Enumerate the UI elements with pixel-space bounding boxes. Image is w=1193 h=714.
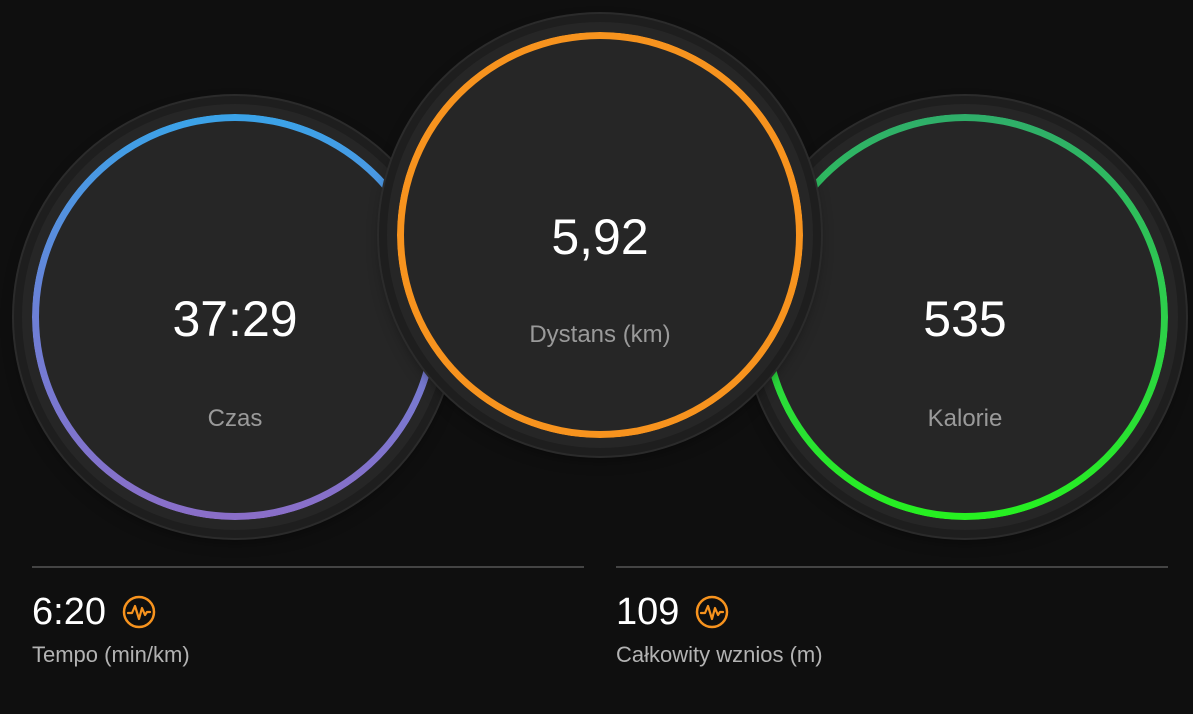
calories-value: 535: [923, 291, 1007, 347]
distance-label: Dystans (km): [529, 321, 671, 348]
distance-ring-band: [397, 32, 803, 438]
ascent-value: 109: [616, 590, 680, 633]
ascent-stat[interactable]: 109 Całkowity wznios (m): [616, 590, 823, 668]
time-label: Czas: [207, 405, 263, 432]
ascent-label: Całkowity wznios (m): [616, 642, 823, 667]
time-ring[interactable]: 37:29 Czas: [22, 104, 448, 530]
time-ring-band: [32, 114, 438, 520]
distance-value: 5,92: [551, 209, 649, 265]
pace-divider: [32, 566, 584, 568]
heart-rate-badge-icon: [696, 595, 729, 629]
pace-value: 6:20: [32, 590, 106, 633]
calories-label: Kalorie: [927, 405, 1003, 432]
time-value: 37:29: [172, 291, 298, 347]
calories-ring-band: [762, 114, 1168, 520]
pace-label: Tempo (min/km): [32, 642, 190, 667]
heart-rate-badge-icon: [122, 595, 156, 629]
calories-ring[interactable]: 535 Kalorie: [752, 104, 1178, 530]
distance-ring[interactable]: 5,92 Dystans (km): [387, 22, 813, 448]
ascent-divider: [616, 566, 1168, 568]
pace-stat[interactable]: 6:20 Tempo (min/km): [32, 590, 190, 668]
